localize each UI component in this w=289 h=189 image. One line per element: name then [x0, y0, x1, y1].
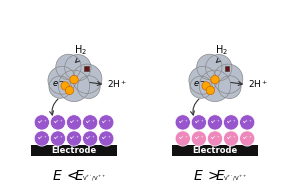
Circle shape	[240, 115, 255, 130]
Circle shape	[211, 75, 219, 84]
Circle shape	[175, 131, 190, 146]
Text: H$_2$: H$_2$	[215, 43, 228, 57]
Circle shape	[73, 64, 102, 94]
Text: $E$: $E$	[74, 169, 85, 183]
Text: v$^{++}$: v$^{++}$	[85, 135, 95, 142]
Text: v$^{++}$: v$^{++}$	[37, 135, 47, 142]
Text: v$^{++}$: v$^{++}$	[242, 119, 252, 126]
Bar	[84, 66, 88, 71]
Circle shape	[99, 115, 114, 130]
Circle shape	[66, 115, 82, 130]
Circle shape	[202, 82, 210, 90]
Circle shape	[223, 131, 239, 146]
Text: v$^{++}$: v$^{++}$	[53, 119, 63, 126]
Circle shape	[191, 115, 206, 130]
Circle shape	[207, 115, 223, 130]
Text: $E$: $E$	[193, 169, 204, 183]
Text: v$^{++}$: v$^{++}$	[177, 119, 188, 126]
Bar	[225, 66, 229, 71]
Text: v$^{++}$: v$^{++}$	[242, 135, 252, 142]
Circle shape	[199, 70, 231, 101]
Circle shape	[34, 115, 49, 130]
Text: Electrode: Electrode	[192, 146, 238, 155]
Text: 2H$^+$: 2H$^+$	[248, 79, 268, 91]
Text: v$^{++}$: v$^{++}$	[194, 135, 204, 142]
Circle shape	[190, 76, 212, 98]
Circle shape	[77, 76, 100, 98]
Text: $>$: $>$	[205, 169, 220, 183]
Circle shape	[58, 70, 90, 101]
Text: $E$: $E$	[53, 169, 63, 183]
Circle shape	[65, 54, 91, 81]
Text: v$^{++}$: v$^{++}$	[85, 119, 95, 126]
Text: v$^{++}$: v$^{++}$	[69, 119, 79, 126]
Circle shape	[70, 75, 78, 84]
Circle shape	[206, 86, 215, 95]
Bar	[31, 145, 117, 156]
Text: $_{\mathregular{V^{+\cdot}/V^{++}}}$: $_{\mathregular{V^{+\cdot}/V^{++}}}$	[223, 173, 247, 183]
Text: v$^{++}$: v$^{++}$	[69, 135, 79, 142]
Text: v$^{++}$: v$^{++}$	[226, 135, 236, 142]
Text: $E$: $E$	[215, 169, 226, 183]
Text: $_{\mathregular{V^{+\cdot}/V^{++}}}$: $_{\mathregular{V^{+\cdot}/V^{++}}}$	[82, 173, 106, 183]
Text: e$^-$: e$^-$	[52, 80, 65, 89]
Circle shape	[99, 131, 114, 146]
Circle shape	[240, 131, 255, 146]
Circle shape	[197, 54, 222, 80]
Text: v$^{++}$: v$^{++}$	[210, 135, 220, 142]
Circle shape	[56, 54, 81, 80]
Circle shape	[61, 82, 69, 90]
Text: v$^{++}$: v$^{++}$	[53, 135, 63, 142]
Text: v$^{++}$: v$^{++}$	[101, 135, 112, 142]
Text: 2H$^+$: 2H$^+$	[107, 79, 127, 91]
Circle shape	[214, 64, 243, 94]
Circle shape	[191, 131, 206, 146]
Circle shape	[83, 131, 98, 146]
Circle shape	[50, 131, 66, 146]
Circle shape	[83, 115, 98, 130]
Text: v$^{++}$: v$^{++}$	[101, 119, 112, 126]
Text: v$^{++}$: v$^{++}$	[37, 119, 47, 126]
Circle shape	[223, 115, 239, 130]
Text: v$^{++}$: v$^{++}$	[210, 119, 220, 126]
Text: H$_2$: H$_2$	[74, 43, 87, 57]
Text: e$^-$: e$^-$	[193, 80, 205, 89]
Text: v$^{++}$: v$^{++}$	[177, 135, 188, 142]
Circle shape	[207, 131, 223, 146]
Circle shape	[205, 54, 232, 81]
Bar	[172, 145, 258, 156]
Circle shape	[50, 115, 66, 130]
Text: v$^{++}$: v$^{++}$	[194, 119, 204, 126]
Circle shape	[189, 66, 217, 94]
Circle shape	[65, 86, 74, 95]
Circle shape	[48, 66, 76, 94]
Circle shape	[175, 115, 190, 130]
Circle shape	[34, 131, 49, 146]
Text: v$^{++}$: v$^{++}$	[226, 119, 236, 126]
Circle shape	[218, 76, 241, 98]
Circle shape	[66, 131, 82, 146]
Text: $<$: $<$	[64, 169, 79, 183]
Text: Electrode: Electrode	[51, 146, 97, 155]
Circle shape	[49, 76, 71, 98]
